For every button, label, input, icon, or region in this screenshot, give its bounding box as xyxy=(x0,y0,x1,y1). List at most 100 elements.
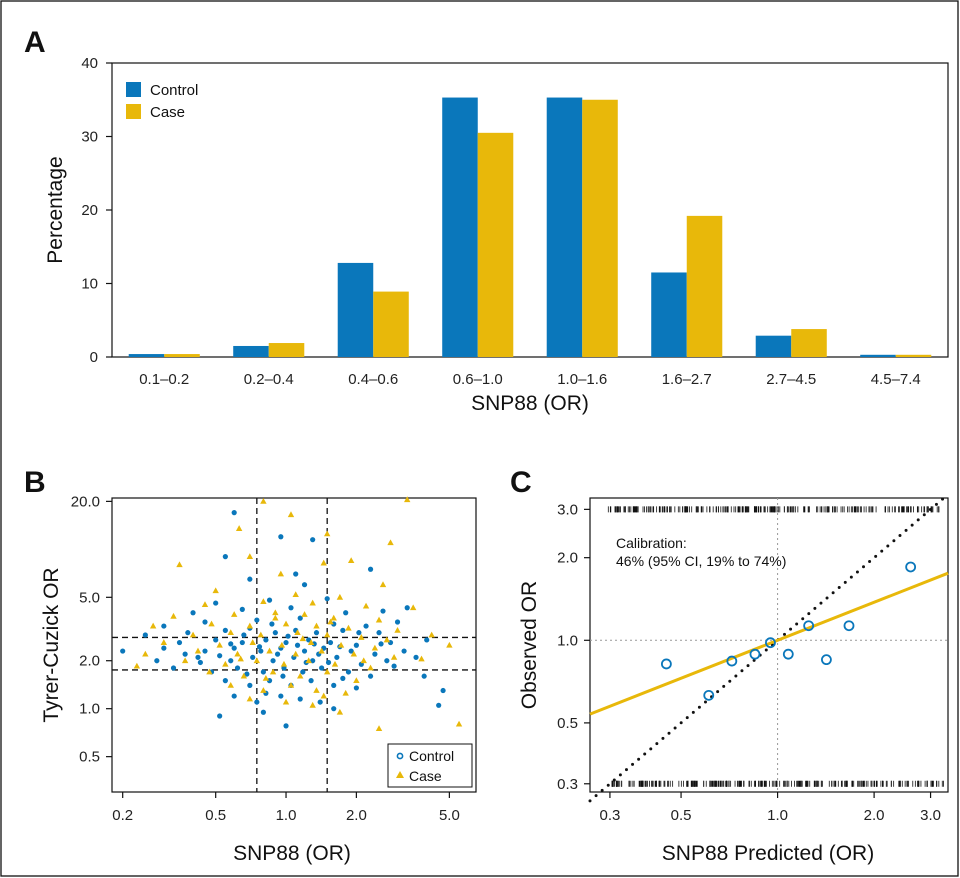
point-case xyxy=(342,689,349,696)
point-control xyxy=(310,537,316,543)
panel-b-x-tick-label: 2.0 xyxy=(346,807,367,824)
point-control xyxy=(239,639,245,646)
point-case xyxy=(280,660,288,667)
point-control xyxy=(297,696,303,702)
panel-a-x-tick-label: 2.7–4.5 xyxy=(766,371,816,388)
point-case xyxy=(246,695,254,702)
legend-marker-control xyxy=(396,752,404,760)
panel-c-y-tick-label: 0.3 xyxy=(557,776,578,793)
panel-c-points xyxy=(660,561,917,701)
point-case xyxy=(292,591,299,597)
point-case xyxy=(309,599,316,606)
legend-marker-case xyxy=(396,771,404,778)
point-case xyxy=(201,601,209,608)
panel-b-y-tick-label: 20.0 xyxy=(71,493,100,510)
panel-a-y-tick-label: 40 xyxy=(81,55,98,72)
point-control xyxy=(195,654,201,660)
panel-b-legend-case: Case xyxy=(409,768,442,784)
panel-b-x-tick-label: 1.0 xyxy=(276,807,297,824)
point-case xyxy=(287,681,295,688)
point-case xyxy=(181,657,189,664)
bar-control-3 xyxy=(442,97,478,358)
point-control xyxy=(234,665,241,671)
point-control xyxy=(142,632,148,638)
point-case xyxy=(194,647,202,654)
calibration-point xyxy=(905,561,917,573)
panel-a-x-tick-label: 0.6–1.0 xyxy=(453,371,503,388)
point-case xyxy=(282,620,290,627)
point-control xyxy=(391,663,397,669)
calibration-point xyxy=(843,620,855,632)
point-case xyxy=(367,664,374,671)
point-case xyxy=(208,620,215,627)
point-control xyxy=(120,648,126,654)
point-case xyxy=(323,530,331,537)
panel-c-x-tick-label: 0.3 xyxy=(599,807,620,824)
point-control xyxy=(378,641,384,647)
panel-a-y-tick-label: 30 xyxy=(81,129,98,146)
point-control xyxy=(213,600,219,606)
point-case xyxy=(371,644,379,651)
point-control xyxy=(300,669,306,675)
point-case xyxy=(301,611,308,617)
point-control xyxy=(394,619,401,625)
point-control xyxy=(319,665,325,671)
point-control xyxy=(343,610,349,616)
point-control xyxy=(247,576,253,582)
bar-case-1 xyxy=(268,343,305,357)
point-control xyxy=(266,597,273,603)
panel-b-x-tick-label: 0.2 xyxy=(112,807,133,824)
panel-c-plot-frame xyxy=(589,497,949,793)
point-case xyxy=(297,672,304,679)
point-case xyxy=(320,692,327,699)
point-control xyxy=(424,637,430,643)
point-case xyxy=(347,557,355,563)
point-case xyxy=(409,604,417,611)
point-control xyxy=(340,627,346,633)
point-control xyxy=(348,648,354,654)
point-control xyxy=(310,658,316,664)
point-control xyxy=(217,653,223,659)
point-control xyxy=(250,654,256,660)
point-case xyxy=(260,497,267,504)
point-control xyxy=(283,639,289,646)
point-control xyxy=(247,682,253,688)
bar-control-7 xyxy=(860,354,896,357)
point-case xyxy=(336,708,344,715)
point-control xyxy=(356,630,362,636)
panel-b-y-tick-label: 0.5 xyxy=(79,749,100,766)
point-control xyxy=(231,693,237,699)
bar-control-2 xyxy=(337,262,374,357)
point-case xyxy=(394,626,401,633)
point-control xyxy=(239,606,245,612)
point-case xyxy=(212,587,219,594)
panel-b-x-tick-label: 5.0 xyxy=(439,807,460,824)
point-control xyxy=(244,671,250,677)
point-control xyxy=(170,665,177,671)
point-control xyxy=(376,630,382,636)
point-case xyxy=(418,655,425,662)
point-control xyxy=(241,632,247,638)
panel-a: A 0 10 20 30 40 0.1–0.2 0.2–0.4 0.4–0.6 0.6–1.0… xyxy=(24,26,949,415)
point-case xyxy=(323,668,331,675)
bar-control-1 xyxy=(233,345,269,357)
panel-b-y-tick-label: 2.0 xyxy=(79,653,100,670)
point-control xyxy=(272,630,278,636)
point-control xyxy=(228,641,234,647)
bar-case-4 xyxy=(582,99,618,357)
point-case xyxy=(327,618,334,625)
point-control xyxy=(280,673,286,679)
point-control xyxy=(258,648,264,654)
point-control xyxy=(231,510,237,516)
point-case xyxy=(277,570,285,577)
point-control xyxy=(185,630,191,636)
calibration-point xyxy=(660,658,672,670)
point-case xyxy=(235,525,243,531)
point-control xyxy=(283,723,289,729)
panel-c-x-tick-label: 3.0 xyxy=(920,807,941,824)
point-control xyxy=(270,658,276,664)
point-case xyxy=(387,539,394,546)
panel-c-x-axis: 0.3 0.5 1.0 2.0 3.0 xyxy=(599,792,941,824)
calibration-point xyxy=(726,655,738,667)
